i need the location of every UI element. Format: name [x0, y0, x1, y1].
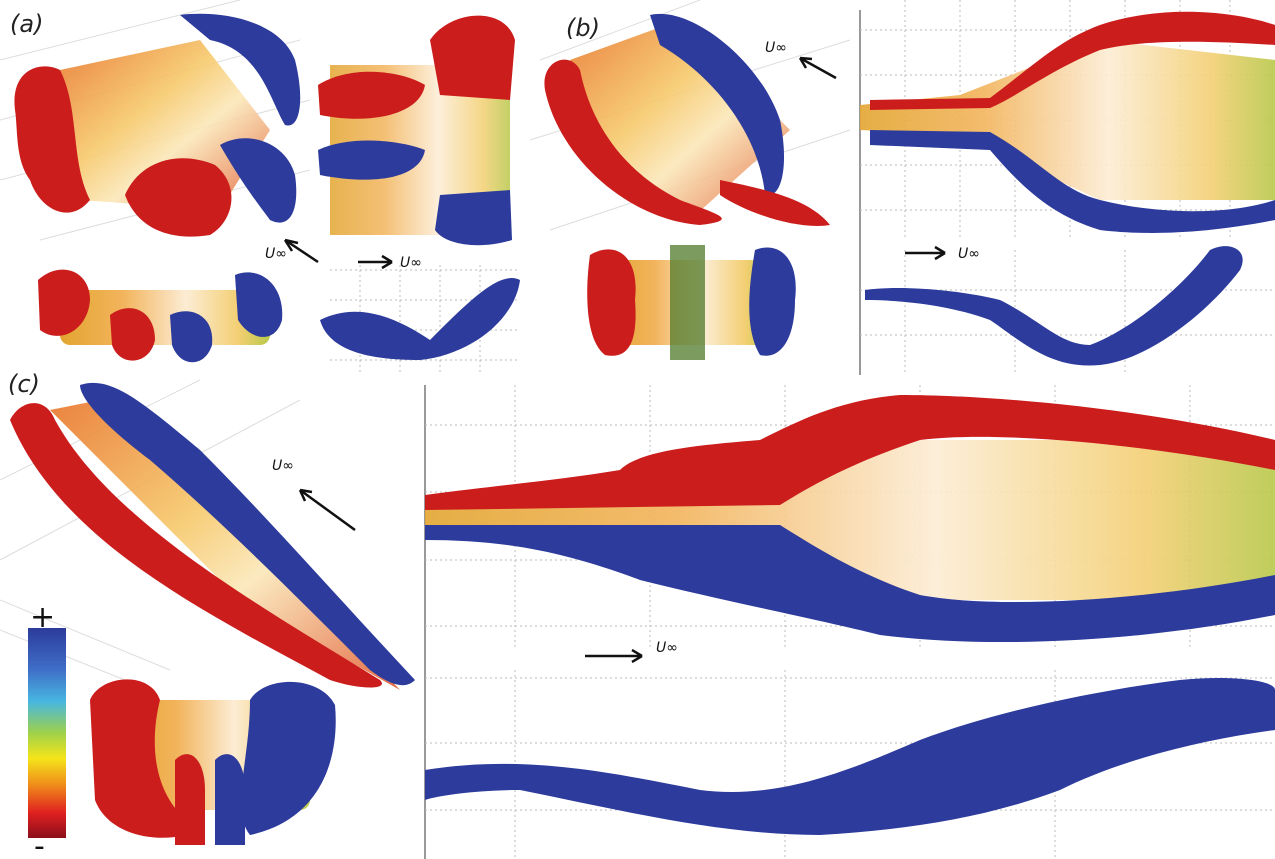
panel-a: (a) U∞ U∞	[10, 10, 520, 363]
flow-label: U∞	[272, 458, 294, 474]
panel-label: (a)	[10, 10, 43, 38]
panel-b: (b) U∞ U∞	[544, 11, 1275, 366]
panel-label: (c)	[8, 370, 40, 398]
flow-label: U∞	[765, 40, 787, 56]
flow-label: U∞	[265, 246, 287, 262]
flow-label: U∞	[400, 255, 422, 271]
colorbar-max: +	[30, 600, 55, 635]
panel-c: + - (c) U∞ U∞	[8, 370, 1275, 859]
flow-label: U∞	[656, 640, 678, 656]
flow-label: U∞	[958, 246, 980, 262]
panel-label: (b)	[566, 14, 600, 42]
colorbar-min: -	[34, 829, 45, 859]
colorbar	[28, 628, 66, 838]
